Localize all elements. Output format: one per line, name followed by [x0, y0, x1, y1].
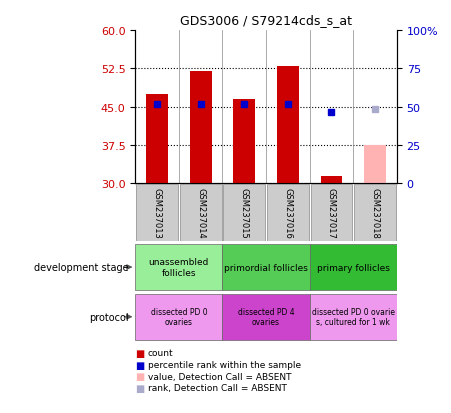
Text: primordial follicles: primordial follicles: [224, 263, 308, 272]
Text: GSM237017: GSM237017: [327, 188, 336, 238]
Text: GSM237013: GSM237013: [152, 188, 161, 238]
Bar: [364, 145, 386, 184]
Text: GDS3006 / S79214cds_s_at: GDS3006 / S79214cds_s_at: [180, 14, 352, 27]
Bar: [146, 95, 168, 184]
Text: primary follicles: primary follicles: [317, 263, 390, 272]
Bar: [136, 184, 178, 241]
Bar: [311, 184, 352, 241]
Bar: [310, 244, 397, 290]
Text: dissected PD 4
ovaries: dissected PD 4 ovaries: [238, 307, 295, 327]
Text: unassembled
follicles: unassembled follicles: [149, 258, 209, 277]
Bar: [234, 100, 255, 184]
Text: development stage: development stage: [34, 262, 129, 273]
Text: ■: ■: [135, 371, 145, 381]
Text: percentile rank within the sample: percentile rank within the sample: [148, 360, 301, 369]
Text: GSM237014: GSM237014: [196, 188, 205, 238]
Bar: [223, 184, 265, 241]
Bar: [190, 72, 212, 184]
Text: GSM237015: GSM237015: [240, 188, 249, 238]
Bar: [180, 184, 221, 241]
Text: ■: ■: [135, 383, 145, 393]
Bar: [135, 294, 222, 340]
Bar: [321, 176, 342, 184]
Text: value, Detection Call = ABSENT: value, Detection Call = ABSENT: [148, 372, 291, 381]
Bar: [135, 244, 222, 290]
Text: count: count: [148, 349, 174, 358]
Bar: [354, 184, 396, 241]
Text: GSM237016: GSM237016: [283, 188, 292, 238]
Bar: [277, 66, 299, 184]
Text: rank, Detection Call = ABSENT: rank, Detection Call = ABSENT: [148, 383, 287, 392]
Text: ■: ■: [135, 360, 145, 370]
Text: ■: ■: [135, 348, 145, 358]
Text: protocol: protocol: [89, 312, 129, 322]
Bar: [310, 294, 397, 340]
Bar: [222, 244, 310, 290]
Bar: [222, 294, 310, 340]
Text: dissected PD 0 ovarie
s, cultured for 1 wk: dissected PD 0 ovarie s, cultured for 1 …: [312, 307, 395, 327]
Text: dissected PD 0
ovaries: dissected PD 0 ovaries: [151, 307, 207, 327]
Text: GSM237018: GSM237018: [371, 188, 380, 238]
Bar: [267, 184, 309, 241]
